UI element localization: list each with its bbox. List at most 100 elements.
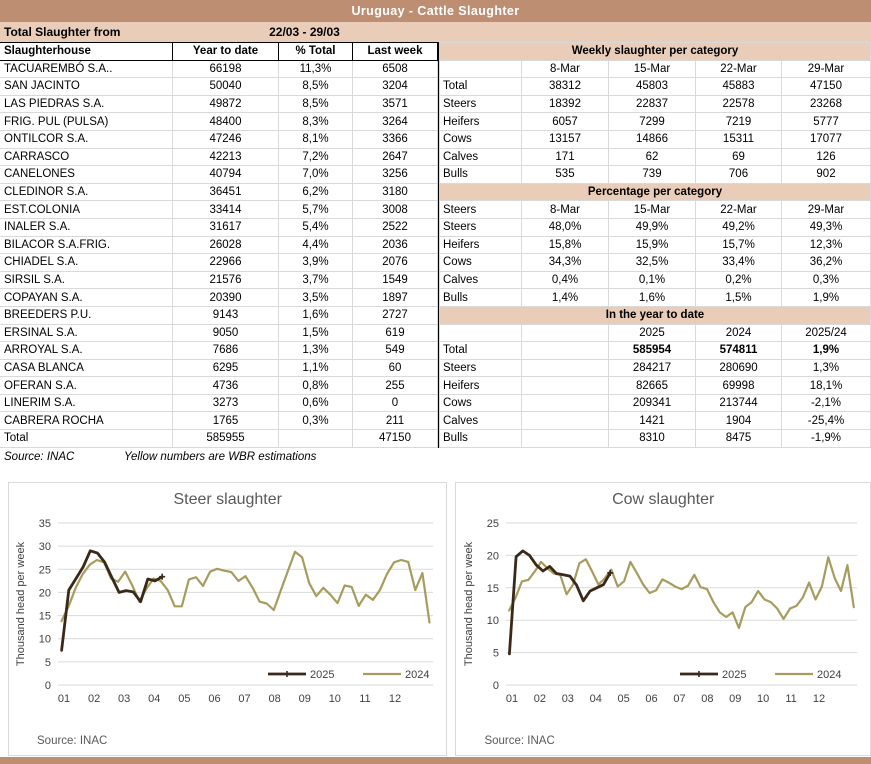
- table-row: Heifers 15,8% 15,9% 15,7% 12,3%: [439, 235, 871, 255]
- cell: 1549: [352, 270, 438, 290]
- cell: 1897: [352, 288, 438, 307]
- row-label: SIRSIL S.A.: [0, 270, 173, 290]
- table-row: LINERIM S.A. 3273 0,6% 0: [0, 393, 438, 413]
- row-label: Heifers: [439, 376, 522, 395]
- table-row: Calves 171 62 69 126: [439, 147, 871, 167]
- table-row: Total 585954 574811 1,9%: [439, 341, 871, 360]
- column-header: [439, 323, 522, 343]
- estimations-note: Yellow numbers are WBR estimations: [124, 450, 317, 463]
- row-label: BREEDERS P.U.: [0, 305, 173, 325]
- svg-text:09: 09: [299, 693, 311, 705]
- row-label: Steers: [439, 358, 522, 378]
- row-label: CABRERA ROCHA: [0, 411, 173, 431]
- cell: 82665: [608, 376, 696, 395]
- column-header: Year to date: [172, 42, 279, 61]
- row-label: Bulls: [439, 288, 522, 307]
- report-title: Uruguay - Cattle Slaughter: [351, 4, 520, 18]
- cell: 15311: [695, 129, 782, 149]
- svg-text:Thousand head per week: Thousand head per week: [15, 541, 27, 666]
- cell: 1,5%: [695, 288, 782, 307]
- cell: 0,8%: [278, 376, 353, 395]
- cell: 22837: [608, 94, 696, 114]
- svg-text:Thousand head per week: Thousand head per week: [463, 541, 475, 666]
- cell: 9050: [172, 323, 279, 343]
- row-label: Cows: [439, 129, 522, 149]
- row-label: INALER S.A.: [0, 217, 173, 237]
- column-header: [439, 59, 522, 79]
- cell: 209341: [608, 393, 696, 413]
- bottom-bar: [0, 757, 871, 764]
- svg-text:02: 02: [88, 693, 100, 705]
- cell: 5777: [781, 112, 871, 131]
- cell: 8,5%: [278, 94, 353, 114]
- row-label: Steers: [439, 94, 522, 114]
- cell: [278, 429, 353, 448]
- svg-text:25: 25: [39, 564, 51, 576]
- row-label: Calves: [439, 270, 522, 290]
- table-row: FRIG. PUL (PULSA) 48400 8,3% 3264: [0, 112, 438, 131]
- cell: 36,2%: [781, 253, 871, 272]
- cell: 15,7%: [695, 235, 782, 255]
- table-row: Weekly slaughter per category: [439, 42, 871, 61]
- cell: 26028: [172, 235, 279, 255]
- column-header: [521, 323, 609, 343]
- svg-text:12: 12: [389, 693, 401, 705]
- row-label: ONTILCOR S.A.: [0, 129, 173, 149]
- cell: 1765: [172, 411, 279, 431]
- cell: 739: [608, 165, 696, 184]
- svg-text:08: 08: [269, 693, 281, 705]
- table-row: INALER S.A. 31617 5,4% 2522: [0, 217, 438, 237]
- column-header: 22-Mar: [695, 200, 782, 219]
- cell: 45883: [695, 77, 782, 96]
- table-row: COPAYAN S.A. 20390 3,5% 1897: [0, 288, 438, 307]
- cell: 3366: [352, 129, 438, 149]
- cell: 50040: [172, 77, 279, 96]
- cell: 3256: [352, 165, 438, 184]
- cell: 14866: [608, 129, 696, 149]
- cell: 12,3%: [781, 235, 871, 255]
- cell: 2727: [352, 305, 438, 325]
- row-label: Calves: [439, 147, 522, 167]
- cell: 22966: [172, 253, 279, 272]
- chart-source: Source: INAC: [37, 734, 108, 747]
- cell: 47150: [352, 429, 438, 448]
- svg-text:06: 06: [645, 693, 657, 705]
- column-header: 8-Mar: [521, 200, 609, 219]
- column-header: 15-Mar: [608, 59, 696, 79]
- cell: 23268: [781, 94, 871, 114]
- cell: 7,0%: [278, 165, 353, 184]
- cell: 1904: [695, 411, 782, 431]
- row-label: Calves: [439, 411, 522, 431]
- cell: 4,4%: [278, 235, 353, 255]
- table-row: In the year to date: [439, 305, 871, 325]
- cell: 1,3%: [278, 341, 353, 360]
- svg-text:12: 12: [813, 693, 825, 705]
- cell: 8,1%: [278, 129, 353, 149]
- row-label: LINERIM S.A.: [0, 393, 173, 413]
- row-label: CLEDINOR S.A.: [0, 182, 173, 202]
- svg-text:08: 08: [701, 693, 713, 705]
- cell: 1,4%: [521, 288, 609, 307]
- cell: 40794: [172, 165, 279, 184]
- svg-text:35: 35: [39, 518, 51, 530]
- svg-text:04: 04: [148, 693, 160, 705]
- svg-text:10: 10: [486, 615, 498, 627]
- cell: 4736: [172, 376, 279, 395]
- row-label: TACUAREMBÓ S.A..: [0, 59, 173, 79]
- table-row: ONTILCOR S.A. 47246 8,1% 3366: [0, 129, 438, 149]
- cell: 8,3%: [278, 112, 353, 131]
- period-range: 22/03 - 29/03: [269, 25, 340, 39]
- cell: 8,5%: [278, 77, 353, 96]
- cell: 255: [352, 376, 438, 395]
- cell: 0,3%: [781, 270, 871, 290]
- svg-text:11: 11: [359, 693, 370, 705]
- row-label: Total: [439, 77, 522, 96]
- cell: 2036: [352, 235, 438, 255]
- row-label: Bulls: [439, 429, 522, 448]
- cell: 49,3%: [781, 217, 871, 237]
- cell: 1,6%: [278, 305, 353, 325]
- svg-text:10: 10: [329, 693, 341, 705]
- cell: 7219: [695, 112, 782, 131]
- table-row: ARROYAL S.A. 7686 1,3% 549: [0, 341, 438, 360]
